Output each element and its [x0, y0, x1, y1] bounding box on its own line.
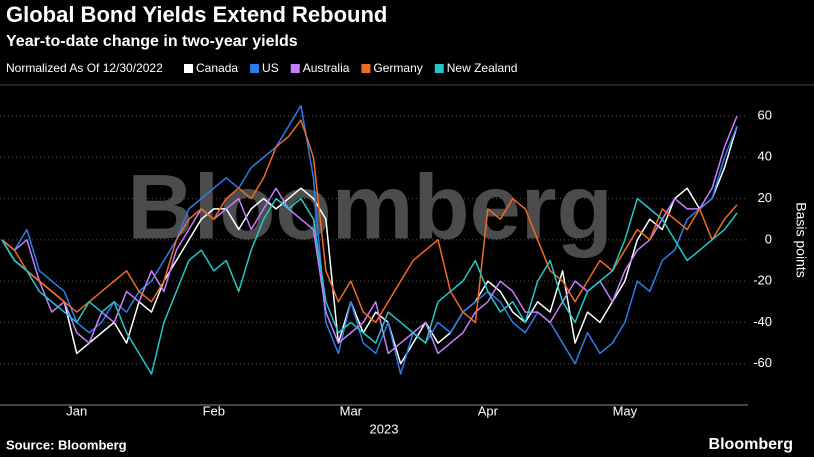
- y-tick-label: 60: [758, 107, 772, 122]
- legend-label: Germany: [373, 61, 422, 75]
- x-tick-label: Jan: [66, 403, 87, 418]
- line-series: [1, 104, 738, 375]
- legend-label: New Zealand: [447, 61, 518, 75]
- y-tick-label: 40: [758, 149, 772, 164]
- legend-swatch: [434, 64, 444, 73]
- y-tick-label: 20: [758, 190, 772, 205]
- watermark: Bloomberg: [127, 156, 613, 258]
- legend-title: Normalized As Of 12/30/2022: [6, 61, 163, 75]
- x-tick-label: May: [613, 403, 638, 418]
- legend-swatch: [290, 64, 300, 73]
- x-axis-label: 2023: [370, 421, 399, 436]
- x-tick-label: Apr: [478, 403, 499, 418]
- y-axis-label: Basis points: [793, 202, 809, 277]
- legend-label: Canada: [196, 61, 238, 75]
- logo: Bloomberg: [709, 436, 793, 453]
- line-series: [1, 115, 738, 355]
- line-series: [1, 197, 738, 375]
- chart-title: Global Bond Yields Extend Rebound: [6, 2, 387, 27]
- y-tick-label: -20: [753, 273, 772, 288]
- chart-subtitle: Year-to-date change in two-year yields: [6, 33, 298, 50]
- legend-label: US: [262, 61, 279, 75]
- y-tick-label: -60: [753, 355, 772, 370]
- x-tick-label: Mar: [340, 403, 363, 418]
- y-tick-label: -40: [753, 314, 772, 329]
- y-tick-label: 0: [765, 231, 772, 246]
- source: Source: Bloomberg: [6, 437, 127, 452]
- legend-swatch: [361, 64, 371, 73]
- legend-swatch: [250, 64, 260, 73]
- legend-label: Australia: [303, 61, 350, 75]
- legend-swatch: [184, 64, 193, 73]
- x-tick-label: Feb: [203, 403, 225, 418]
